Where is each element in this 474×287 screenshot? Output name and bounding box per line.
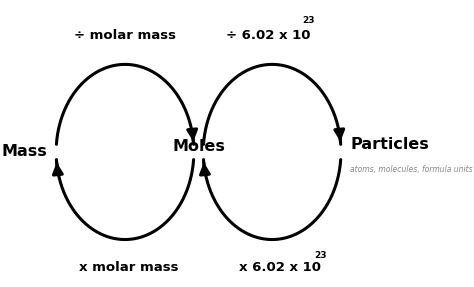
Text: x 6.02 x 10: x 6.02 x 10 — [239, 261, 321, 274]
Text: Mass: Mass — [1, 144, 47, 160]
Text: x molar mass: x molar mass — [79, 261, 179, 274]
Text: Particles: Particles — [350, 137, 429, 152]
Text: atoms, molecules, formula units: atoms, molecules, formula units — [350, 165, 473, 174]
Text: ÷ 6.02 x 10: ÷ 6.02 x 10 — [226, 30, 310, 42]
Text: Moles: Moles — [172, 139, 225, 154]
Text: 23: 23 — [302, 15, 315, 25]
Text: ÷ molar mass: ÷ molar mass — [74, 30, 176, 42]
Text: 23: 23 — [314, 251, 327, 261]
